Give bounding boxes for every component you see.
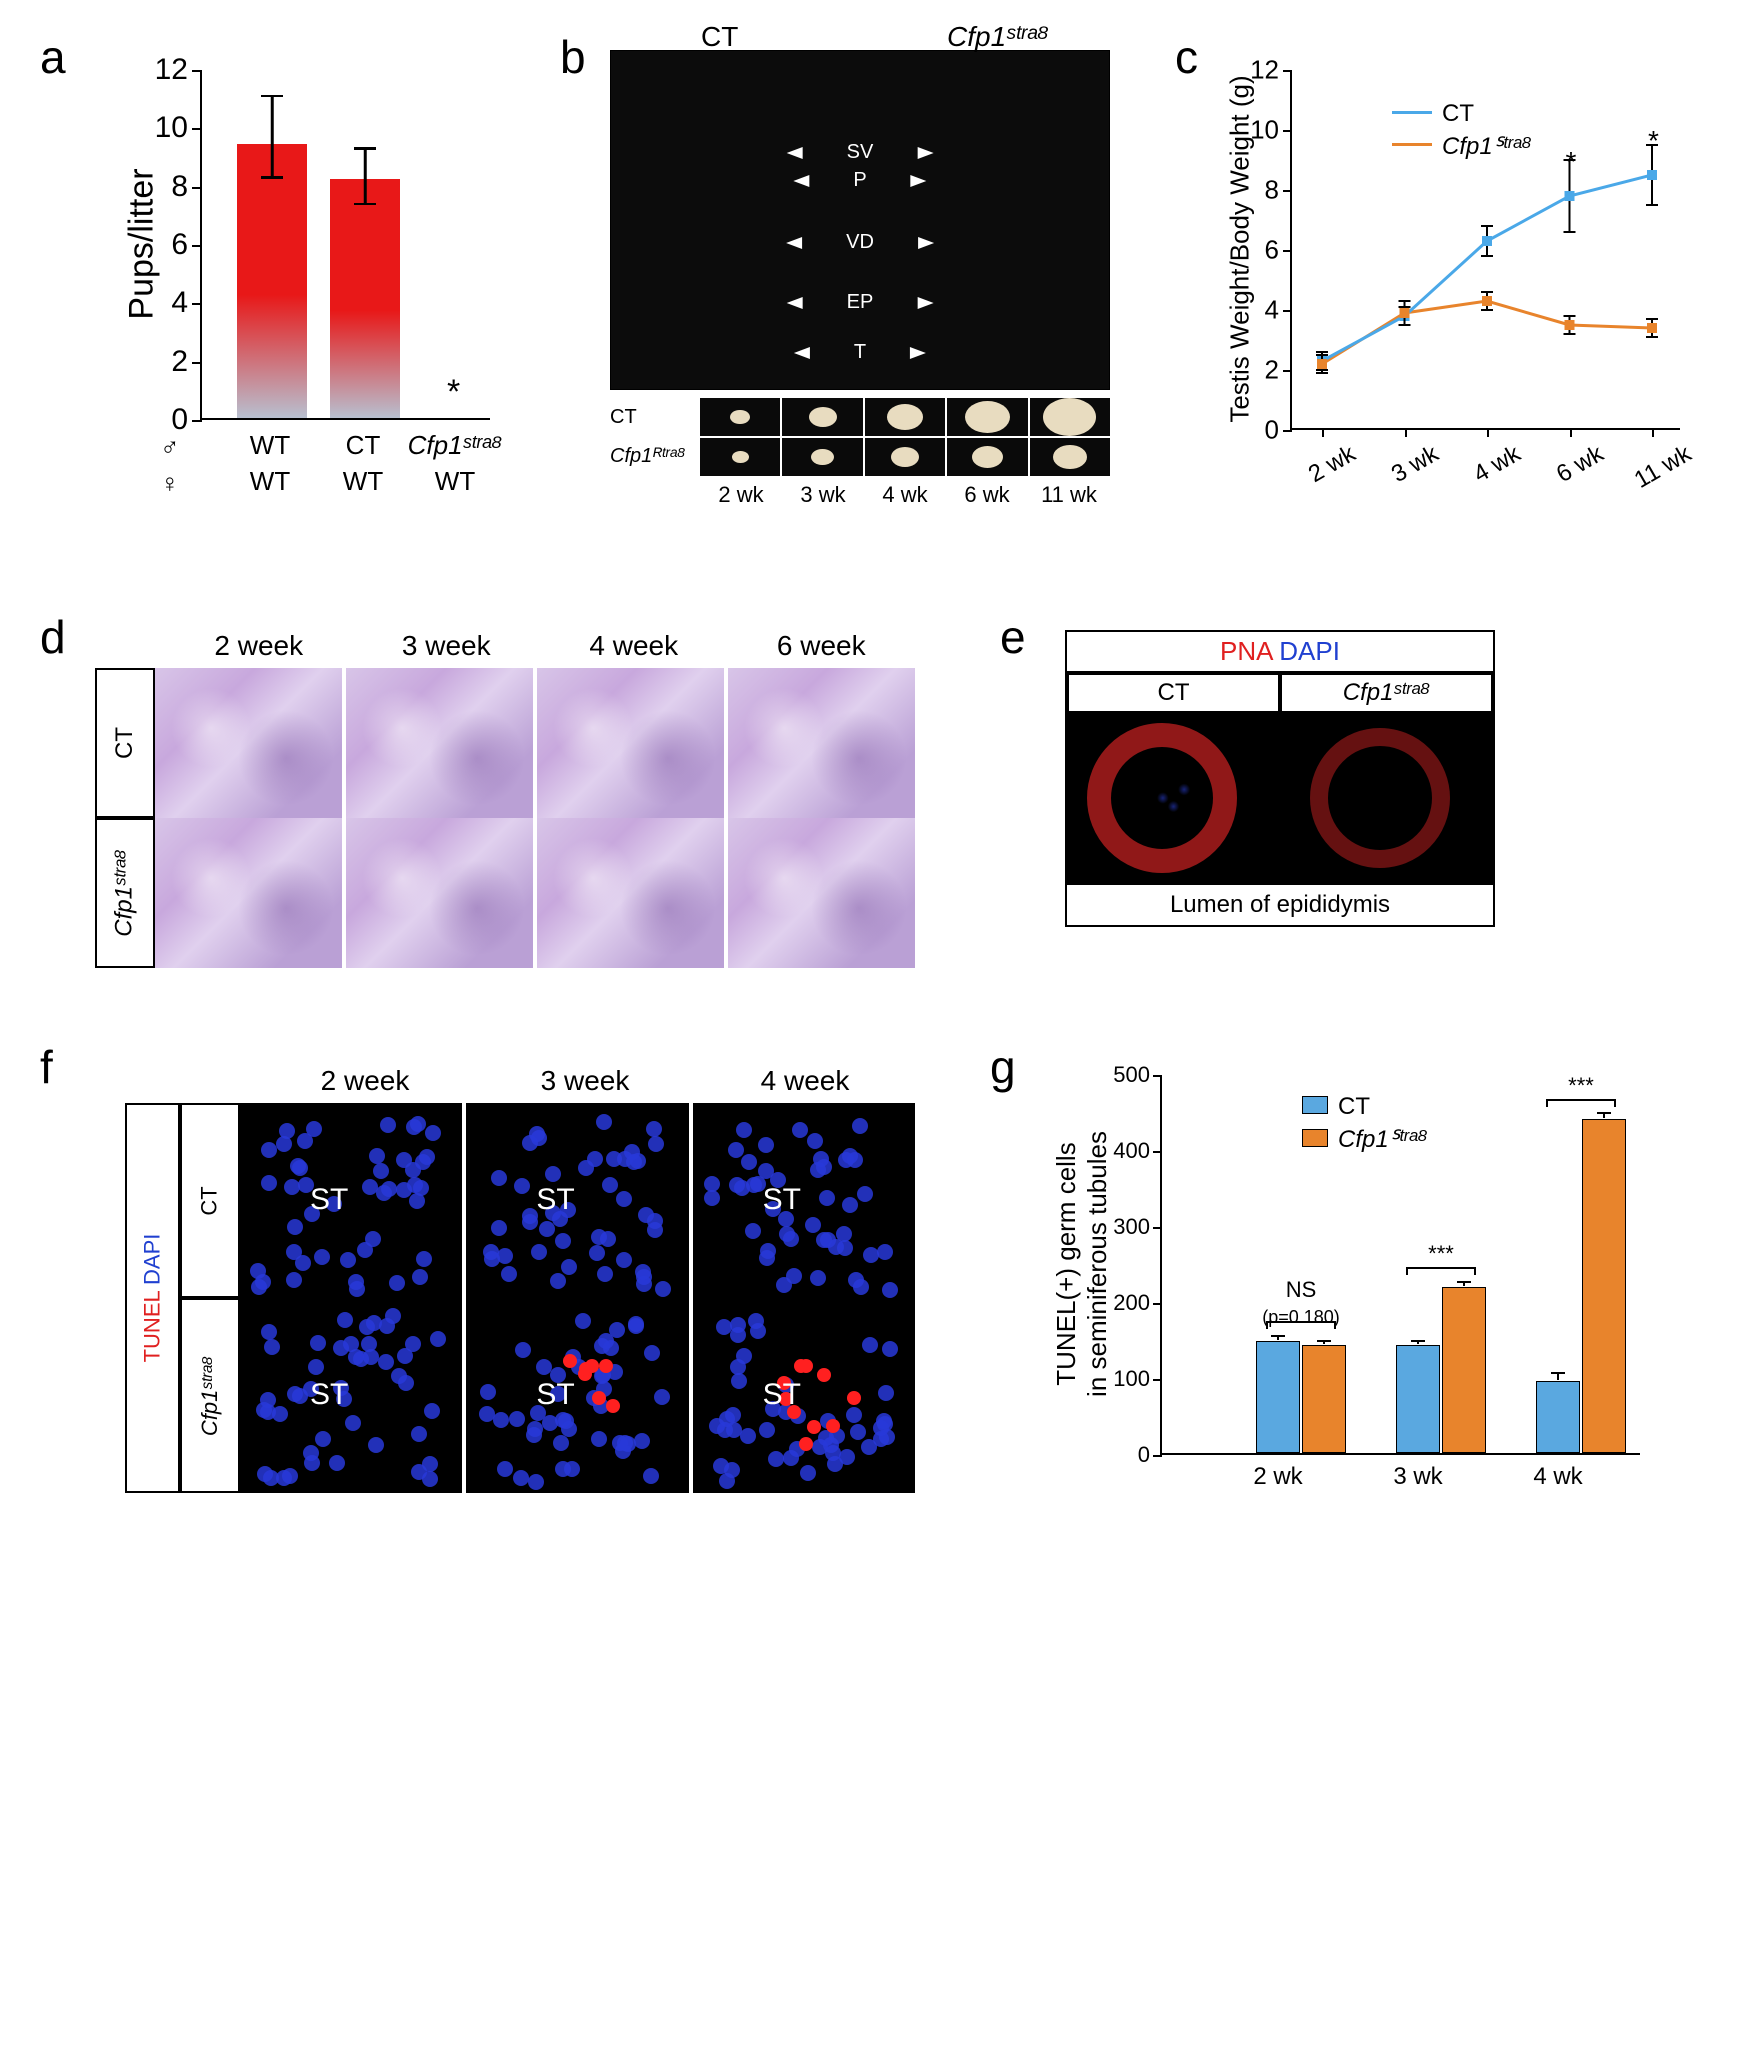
panel-e-footer: Lumen of epididymis [1067,883,1493,925]
anat-sv: SV [787,141,934,164]
panel-a-barchart: Pups/litter 024681012* ♂ ♀ WTCTCfp1ˢᵗʳᵃ⁸… [120,60,510,520]
panel-label-g: g [990,1040,1016,1094]
panel-g-barchart: TUNEL(+) germ cells in seminiferous tubu… [1050,1065,1670,1535]
panel-label-b: b [560,30,586,84]
panel-b-anatomy-image: CT Cfp1ˢᵗʳᵃ⁸ SV P VD EP T [610,50,1110,390]
panel-e-pna: PNA DAPI CT Cfp1ˢᵗʳᵃ⁸ Lumen of epididymi… [1065,630,1495,927]
panel-a-plot: Pups/litter 024681012* [200,70,490,420]
panel-label-f: f [40,1040,53,1094]
panel-c-linechart: Testis Weight/Body Weight (g) CTCfp1ᔆᵗʳᵃ… [1220,50,1700,520]
panel-g-ylabel: TUNEL(+) germ cells in seminiferous tubu… [1051,1131,1113,1397]
male-symbol: ♂ [160,432,180,463]
panel-g-plot: TUNEL(+) germ cells in seminiferous tubu… [1160,1075,1640,1455]
panel-e-subheaders: CT Cfp1ˢᵗʳᵃ⁸ [1067,673,1493,713]
panel-d-histology: 2 week3 week4 week6 week CTCfp1ˢᵗʳᵃ⁸ [95,630,915,968]
female-symbol: ♀ [160,468,180,499]
anat-p: P [793,169,926,192]
panel-e-ko-img [1280,713,1493,883]
panel-b: CT Cfp1ˢᵗʳᵃ⁸ SV P VD EP T CT Cfp1ᴿᵗʳᵃ⁸ 2… [610,50,1130,508]
panel-label-c: c [1175,30,1198,84]
panel-b-tc-times: 2 wk3 wk4 wk6 wk11 wk [700,482,1110,508]
panel-d-headers: 2 week3 week4 week6 week [165,630,915,662]
panel-b-ct-label: CT [701,21,738,53]
anat-vd: VD [786,231,934,254]
anat-t: T [794,341,926,364]
panel-c-plot: Testis Weight/Body Weight (g) CTCfp1ᔆᵗʳᵃ… [1290,70,1680,430]
anat-ep: EP [787,291,934,314]
panel-f-tunel: 2 week3 week4 week TUNEL DAPICTSTSTSTCfp… [125,1065,915,1493]
panel-b-timecourse: CT Cfp1ᴿᵗʳᵃ⁸ [610,398,1110,476]
panel-a-ylabel: Pups/litter [123,168,162,319]
panel-c-legend: CTCfp1ᔆᵗʳᵃ⁸ [1392,100,1532,165]
panel-label-e: e [1000,610,1026,664]
panel-e-header: PNA DAPI [1067,632,1493,673]
panel-label-d: d [40,610,66,664]
panel-b-tc-rowlabels: CT Cfp1ᴿᵗʳᵃ⁸ [610,398,700,476]
panel-b-ko-label: Cfp1ˢᵗʳᵃ⁸ [947,21,1049,53]
panel-e-images [1067,713,1493,883]
panel-f-headers: 2 week3 week4 week [255,1065,915,1097]
panel-g-legend: CTCfp1ᔆᵗʳᵃ⁸ [1302,1093,1428,1158]
panel-e-ct-img [1067,713,1280,883]
panel-b-tc-grid [700,398,1110,476]
panel-label-a: a [40,30,66,84]
